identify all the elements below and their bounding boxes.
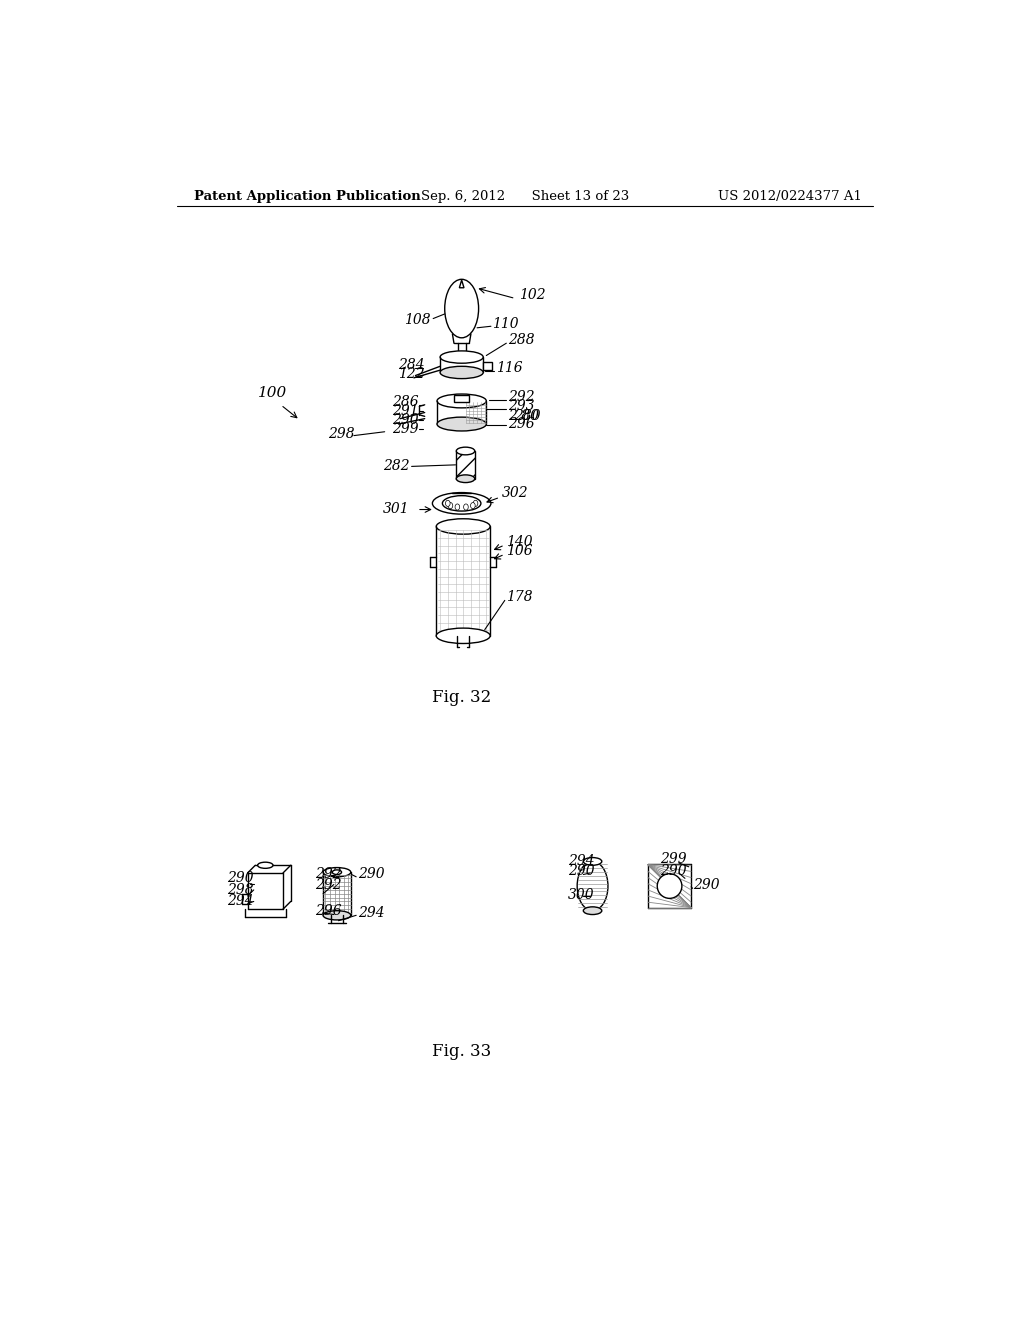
Text: 140: 140: [506, 535, 532, 549]
Ellipse shape: [584, 858, 602, 866]
Ellipse shape: [455, 504, 460, 510]
Ellipse shape: [437, 417, 486, 432]
Text: 293: 293: [508, 400, 535, 413]
Text: 290: 290: [226, 871, 253, 886]
Text: 2 80: 2 80: [508, 409, 539, 422]
Text: 299: 299: [392, 422, 419, 437]
Ellipse shape: [437, 395, 486, 408]
Ellipse shape: [657, 874, 682, 899]
Text: 178: 178: [506, 590, 532, 605]
Ellipse shape: [578, 862, 608, 911]
Text: 291: 291: [392, 404, 419, 418]
Text: 122: 122: [398, 367, 425, 381]
Text: 302: 302: [502, 486, 528, 500]
Text: 296: 296: [508, 417, 535, 432]
Ellipse shape: [584, 907, 602, 915]
Ellipse shape: [445, 500, 451, 507]
Bar: [483, 363, 493, 370]
Text: 282: 282: [383, 459, 410, 474]
Text: 280: 280: [514, 409, 541, 422]
Ellipse shape: [442, 496, 481, 511]
Ellipse shape: [457, 475, 475, 483]
Text: 290: 290: [660, 863, 687, 878]
Text: Fig. 33: Fig. 33: [432, 1043, 492, 1060]
Ellipse shape: [464, 504, 468, 510]
Text: 299: 299: [660, 853, 687, 866]
Ellipse shape: [471, 503, 475, 508]
Bar: [454, 395, 469, 403]
Text: 292: 292: [508, 391, 535, 404]
Text: 288: 288: [508, 333, 535, 347]
Text: 290: 290: [568, 865, 595, 878]
Ellipse shape: [440, 351, 483, 363]
Text: 294: 294: [568, 854, 595, 867]
Text: 300: 300: [568, 887, 595, 902]
Ellipse shape: [436, 519, 490, 535]
Text: 290: 290: [692, 878, 719, 892]
Ellipse shape: [323, 911, 351, 920]
Text: 116: 116: [496, 360, 522, 375]
Text: 102: 102: [519, 289, 546, 302]
Text: 292: 292: [315, 867, 342, 882]
Polygon shape: [460, 280, 464, 288]
Bar: [457, 451, 475, 479]
Ellipse shape: [323, 867, 351, 876]
Ellipse shape: [444, 280, 478, 338]
Text: 100: 100: [258, 387, 287, 400]
Text: Patent Application Publication: Patent Application Publication: [194, 190, 421, 203]
Text: Sep. 6, 2012  Sheet 13 of 23: Sep. 6, 2012 Sheet 13 of 23: [421, 190, 629, 203]
Text: 301: 301: [383, 502, 410, 516]
Ellipse shape: [457, 447, 475, 455]
Text: 298: 298: [328, 428, 354, 441]
Text: 298: 298: [226, 883, 253, 896]
Ellipse shape: [473, 500, 478, 507]
Ellipse shape: [440, 367, 483, 379]
Text: 296: 296: [315, 904, 342, 919]
Text: Fig. 32: Fig. 32: [432, 689, 492, 706]
Text: 108: 108: [403, 313, 430, 327]
Text: 290: 290: [358, 867, 385, 882]
Text: 284: 284: [398, 358, 425, 372]
Ellipse shape: [432, 492, 490, 515]
Ellipse shape: [258, 862, 273, 869]
Text: 286: 286: [392, 395, 419, 409]
Text: 292: 292: [315, 878, 342, 891]
Text: 106: 106: [506, 544, 532, 558]
Text: 294: 294: [226, 895, 253, 908]
Text: 110: 110: [493, 317, 519, 331]
Text: 290: 290: [392, 413, 419, 428]
Text: US 2012/0224377 A1: US 2012/0224377 A1: [718, 190, 862, 203]
Text: 294: 294: [358, 906, 385, 920]
Ellipse shape: [449, 503, 453, 508]
Ellipse shape: [333, 870, 342, 875]
Ellipse shape: [436, 628, 490, 644]
